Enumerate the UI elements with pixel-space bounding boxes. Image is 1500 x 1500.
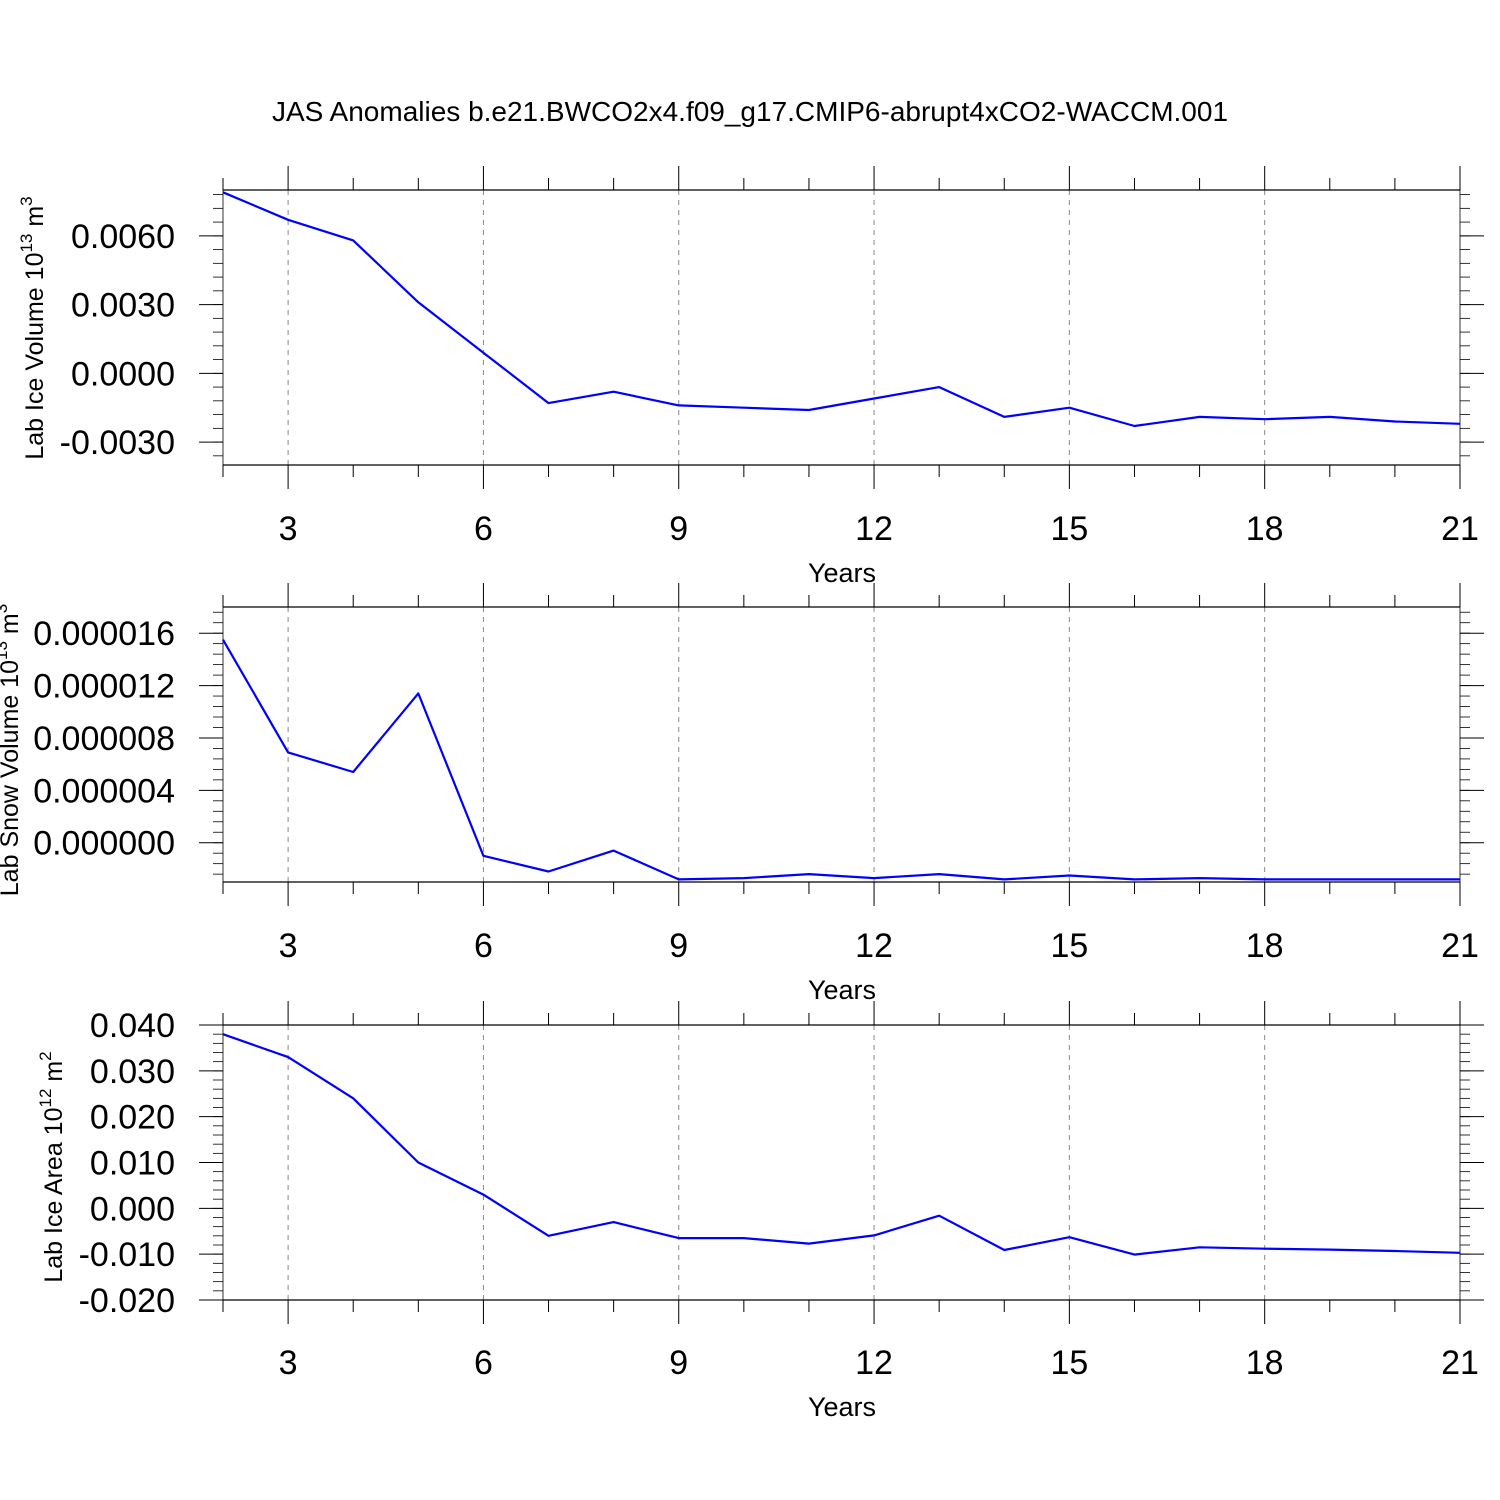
x-tick-label: 12 — [855, 927, 893, 965]
y-axis-label-sup: 13 — [0, 641, 11, 660]
y-axis-label-main: Lab Ice Volume 10 — [21, 253, 49, 460]
panel-lab-snow-volume: 3 6 9 12 15 18 21 0.000016 0.000012 0.000008 0.000… — [0, 583, 1484, 1005]
y-tick-label: 0.000008 — [33, 720, 175, 758]
x-tick-label: 9 — [669, 927, 688, 965]
x-tick-label: 15 — [1050, 1344, 1088, 1382]
x-tick-label: 21 — [1441, 927, 1479, 965]
x-axis-label: Years — [808, 975, 876, 1005]
y-tick-label: 0.020 — [90, 1099, 175, 1137]
y-axis-label-sup: 13 — [17, 234, 36, 253]
x-axis-label: Years — [808, 558, 876, 588]
series-line — [222, 1033, 1461, 1256]
x-tick-label: 6 — [474, 927, 493, 965]
y-axis-label-unit-sup: 3 — [17, 196, 36, 205]
y-tick-label: -0.0030 — [60, 424, 175, 462]
x-tick-label: 12 — [855, 510, 893, 548]
y-tick-label: 0.000016 — [33, 615, 175, 653]
y-axis-label-unit: m — [40, 1061, 68, 1089]
panel-lab-ice-volume: 3 6 9 12 15 18 21 0.0060 0.0030 0.0000 -0.0030 Year… — [17, 166, 1484, 588]
x-tick-label: 18 — [1246, 927, 1284, 965]
y-tick-label: 0.000000 — [33, 825, 175, 863]
y-tick-label: 0.000012 — [33, 668, 175, 706]
x-axis-label: Years — [808, 1392, 876, 1422]
chart-title: JAS Anomalies b.e21.BWCO2x4.f09_g17.CMIP… — [271, 96, 1229, 127]
y-axis-label-unit: m — [0, 613, 24, 641]
y-tick-label: 0.040 — [90, 1007, 175, 1045]
y-tick-label: 0.000004 — [33, 772, 175, 810]
y-tick-label: -0.010 — [79, 1236, 175, 1274]
series-line — [222, 639, 1460, 881]
x-tick-label: 21 — [1441, 1344, 1479, 1382]
y-tick-label: 0.0030 — [71, 287, 175, 325]
y-axis-label-unit: m — [21, 206, 49, 234]
y-axis-label: Lab Snow Volume 1013 m3 — [0, 604, 24, 896]
x-tick-label: 18 — [1246, 1344, 1284, 1382]
x-tick-label: 3 — [279, 1344, 298, 1382]
y-axis-label-sup: 12 — [36, 1089, 55, 1108]
y-axis-label: Lab Ice Volume 1013 m3 — [17, 196, 49, 459]
y-tick-label: -0.020 — [79, 1282, 175, 1320]
y-axis-label-unit-sup: 2 — [36, 1051, 55, 1060]
y-axis-label-main: Lab Ice Area 10 — [40, 1108, 68, 1283]
y-axis-label-unit-sup: 3 — [0, 604, 11, 613]
x-tick-label: 21 — [1441, 510, 1479, 548]
y-axis-label-main: Lab Snow Volume 10 — [0, 660, 24, 896]
y-tick-label: 0.0000 — [71, 355, 175, 393]
y-tick-label: 0.030 — [90, 1053, 175, 1091]
x-tick-label: 3 — [279, 510, 298, 548]
x-tick-label: 15 — [1050, 927, 1088, 965]
y-axis-label: Lab Ice Area 1012 m2 — [36, 1051, 68, 1282]
y-tick-label: 0.010 — [90, 1145, 175, 1183]
x-tick-label: 6 — [474, 510, 493, 548]
x-tick-label: 9 — [669, 1344, 688, 1382]
x-tick-label: 9 — [669, 510, 688, 548]
x-tick-label: 18 — [1246, 510, 1284, 548]
x-tick-label: 15 — [1050, 510, 1088, 548]
series-line — [222, 191, 1461, 428]
y-tick-label: 0.0060 — [71, 218, 175, 256]
y-tick-label: 0.000 — [90, 1190, 175, 1228]
x-tick-label: 12 — [855, 1344, 893, 1382]
x-tick-label: 6 — [474, 1344, 493, 1382]
x-tick-label: 3 — [279, 927, 298, 965]
panel-lab-ice-area: 3 6 9 12 15 18 21 0.040 0.030 0.020 0.010 0.000 -0.0… — [36, 1001, 1484, 1422]
